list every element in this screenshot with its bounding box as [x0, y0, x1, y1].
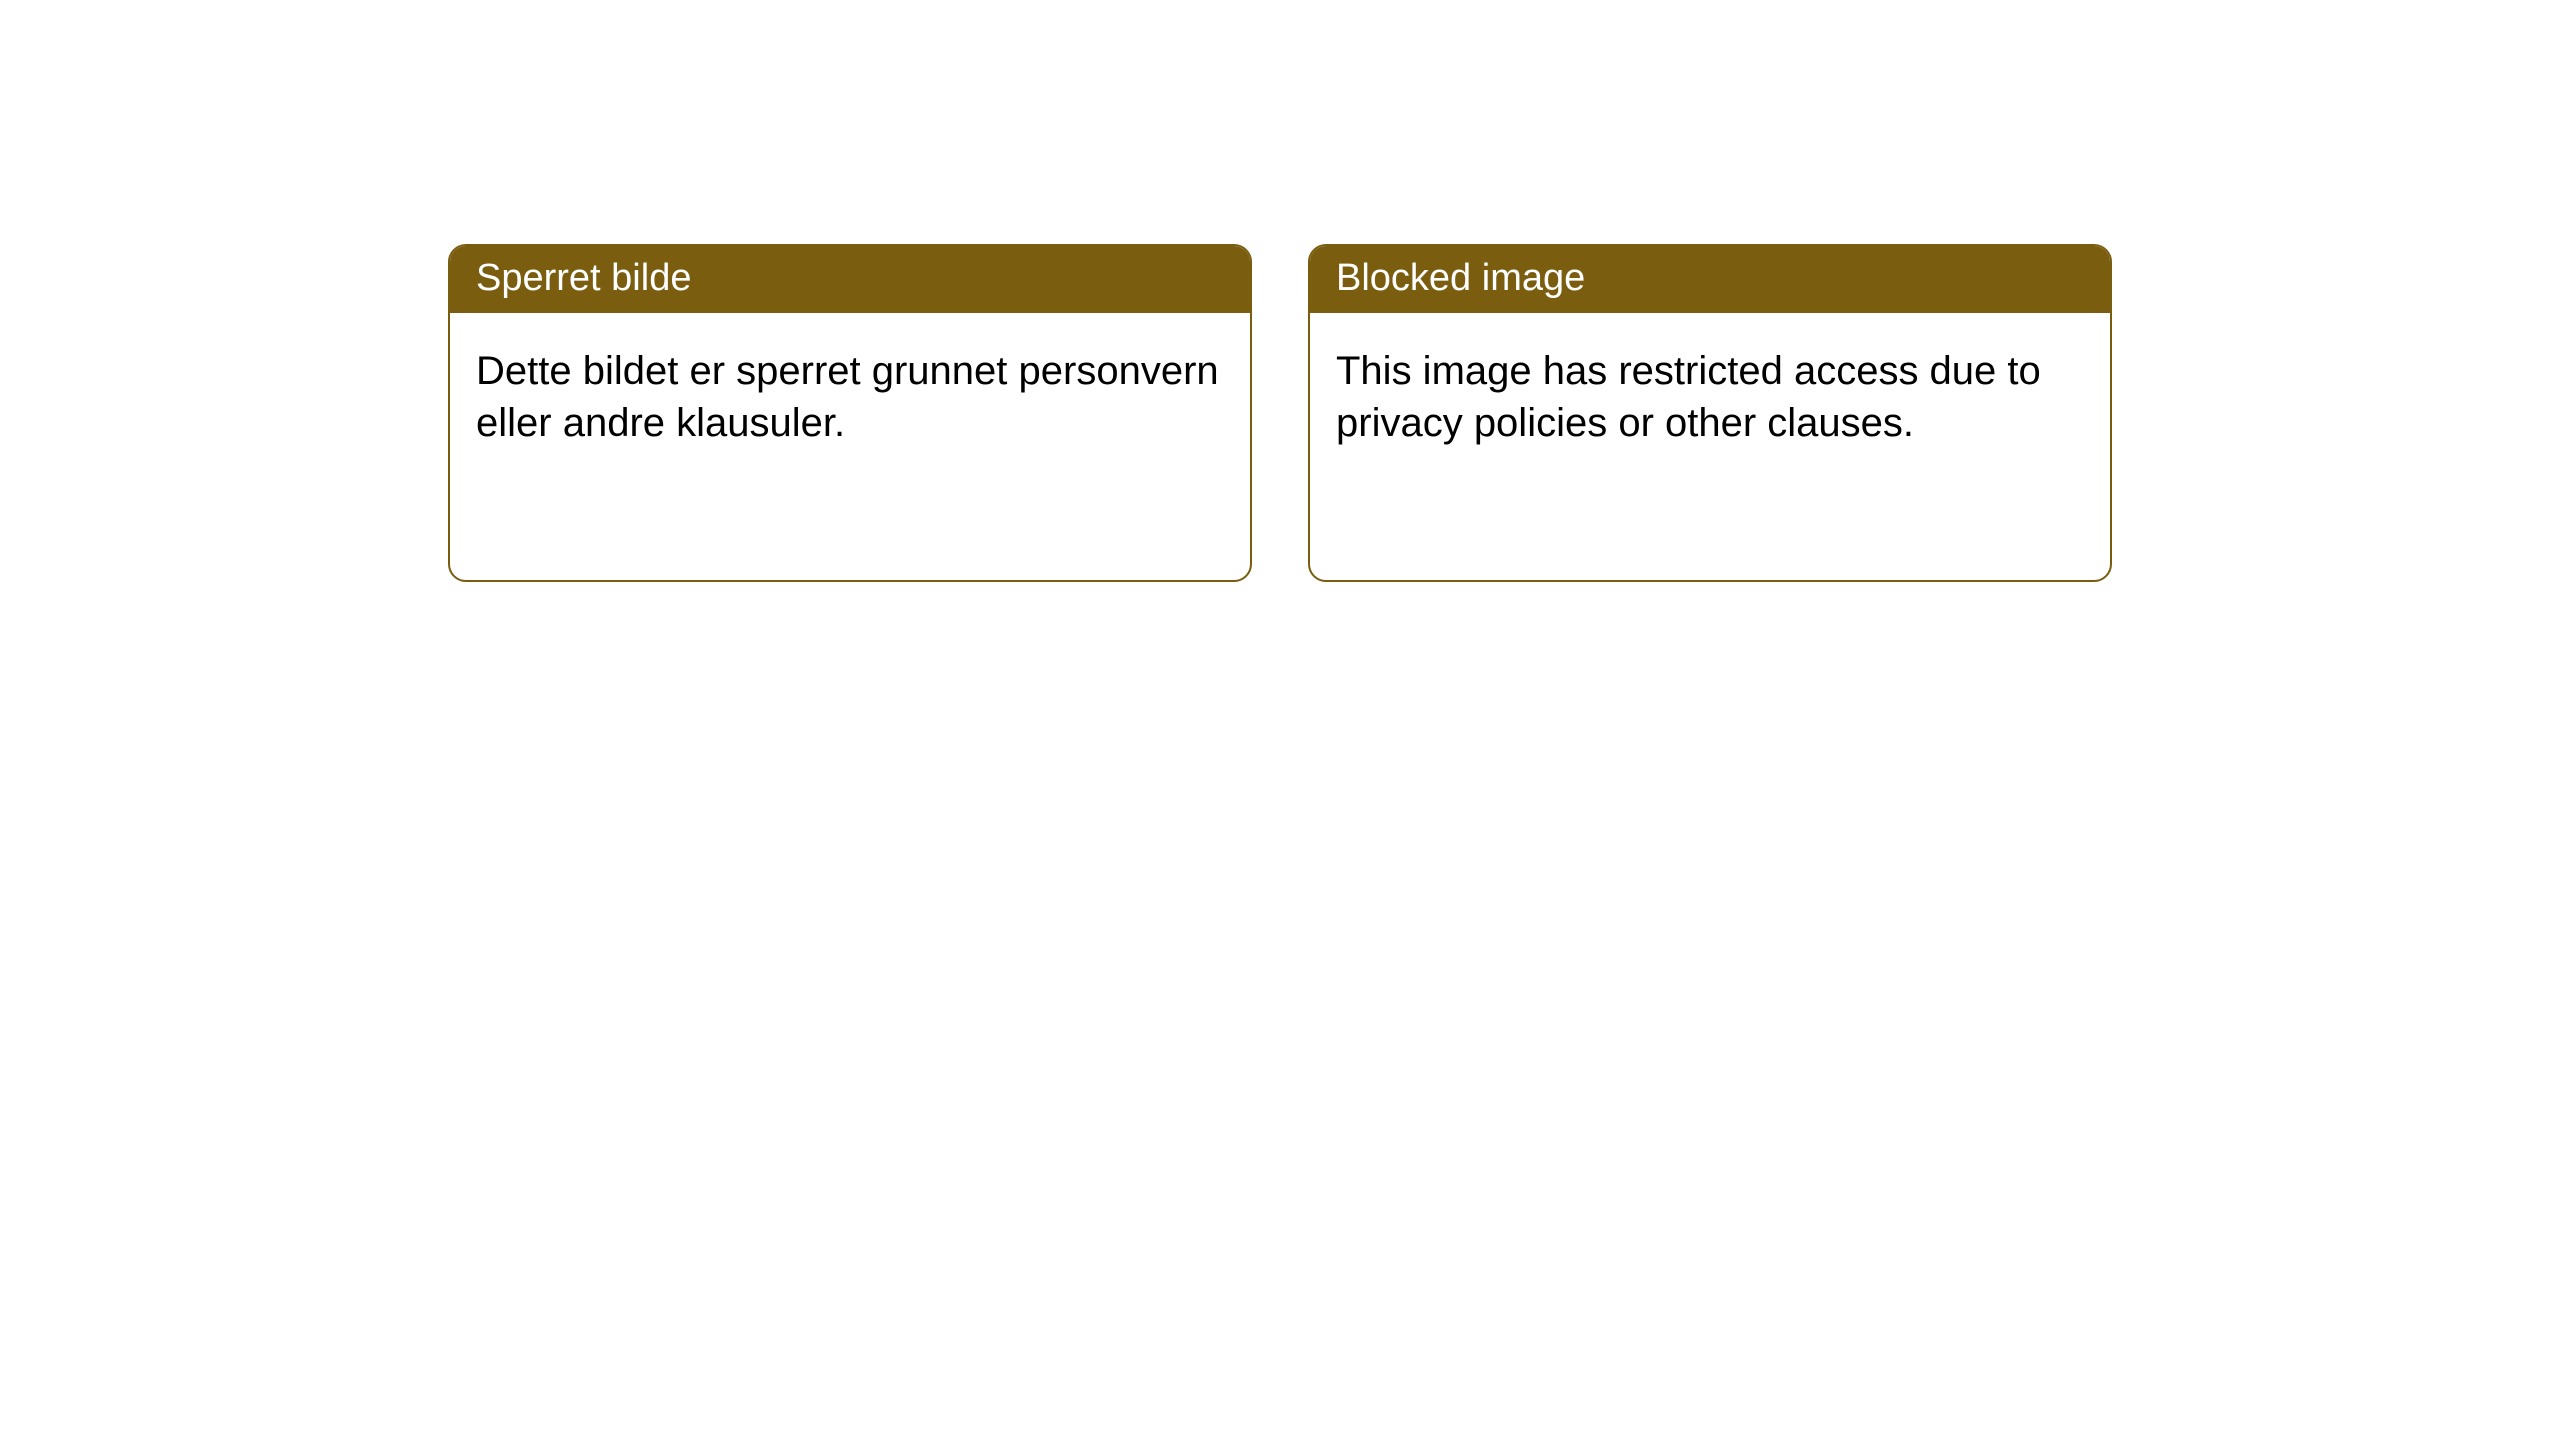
notice-header-english: Blocked image [1310, 246, 2110, 313]
notice-header-norwegian: Sperret bilde [450, 246, 1250, 313]
notice-container: Sperret bilde Dette bildet er sperret gr… [0, 0, 2560, 582]
notice-card-english: Blocked image This image has restricted … [1308, 244, 2112, 582]
notice-card-norwegian: Sperret bilde Dette bildet er sperret gr… [448, 244, 1252, 582]
notice-body-english: This image has restricted access due to … [1310, 313, 2110, 481]
notice-body-norwegian: Dette bildet er sperret grunnet personve… [450, 313, 1250, 481]
